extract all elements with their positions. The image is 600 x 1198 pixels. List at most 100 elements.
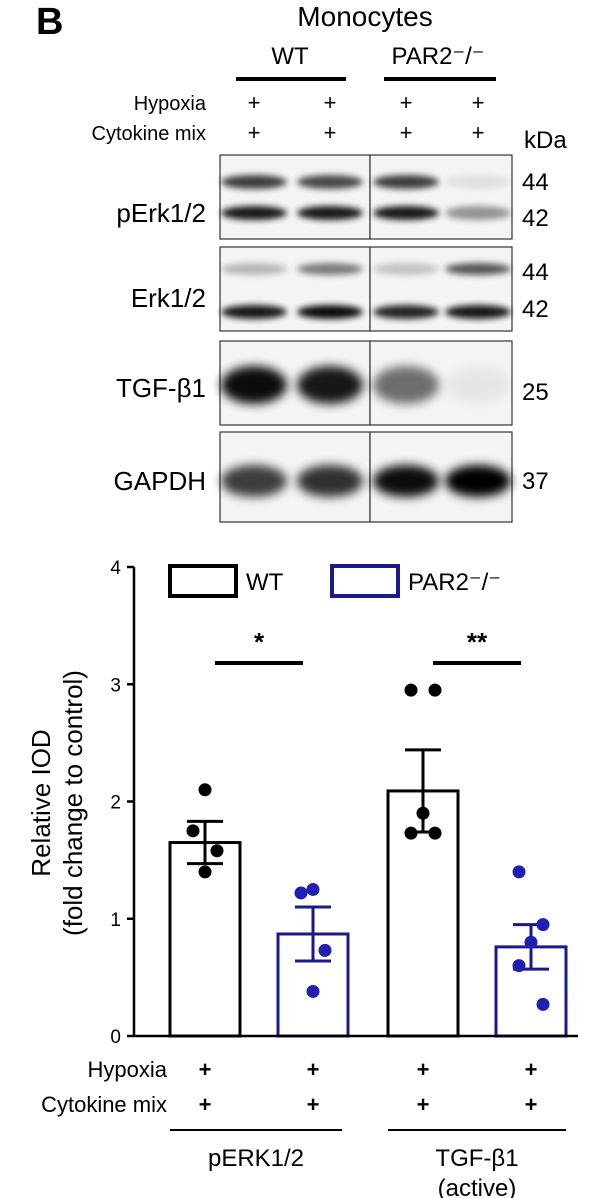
blot-rows: pErk1/2 44 42 Erk1/2 44 42 TGF-β1 25 GAPDH 37 xyxy=(114,154,549,523)
blot-kda-label: 42 xyxy=(522,205,549,232)
blot-band xyxy=(445,305,511,319)
blot-row: pErk1/2 44 42 xyxy=(116,154,549,240)
panel-label: B xyxy=(36,1,63,43)
blot-row: TGF-β1 25 xyxy=(116,340,549,426)
blot-band xyxy=(221,263,287,275)
data-point xyxy=(198,783,212,797)
blot-conditions: Hypoxia + + + + Cytokine mix + + + + xyxy=(92,90,485,145)
blot-band xyxy=(445,263,511,275)
blot-band xyxy=(445,206,511,220)
x-condition-mark: + xyxy=(525,1092,538,1117)
blot-band xyxy=(445,175,511,189)
blot-membrane-wt xyxy=(219,154,371,240)
blot-row: Erk1/2 44 42 xyxy=(131,246,549,332)
x-groups: pERK1/2 TGF-β1 (active) xyxy=(170,1129,566,1198)
y-tick-label: 2 xyxy=(110,793,121,814)
blot-band xyxy=(221,305,287,319)
bar-group xyxy=(494,865,568,1038)
data-point xyxy=(306,984,320,998)
legend-swatch-wt xyxy=(168,564,238,598)
data-point xyxy=(318,943,332,957)
blot-band xyxy=(373,465,439,497)
legend-swatch-par2 xyxy=(330,564,400,598)
blot-band xyxy=(373,175,439,189)
legend-label-wt: WT xyxy=(246,569,284,596)
data-point xyxy=(428,826,442,840)
x-condition-mark: + xyxy=(199,1057,212,1082)
data-point xyxy=(428,683,442,697)
blot-band xyxy=(445,465,511,497)
group-label-wt: WT xyxy=(271,43,309,70)
blot-condition-label: Cytokine mix xyxy=(92,123,206,145)
x-condition-mark: + xyxy=(199,1092,212,1117)
x-condition-label: Cytokine mix xyxy=(41,1092,167,1117)
blot-row-label: GAPDH xyxy=(114,466,206,496)
blot-row-label: TGF-β1 xyxy=(116,373,206,403)
blot-band xyxy=(297,206,363,220)
y-axis-label-line1: Relative IOD xyxy=(26,729,56,876)
blot-band xyxy=(297,305,363,319)
blot-kda-label: 25 xyxy=(522,379,549,406)
blot-kda-label: 44 xyxy=(522,259,549,286)
data-point xyxy=(210,844,224,858)
blot-band xyxy=(373,206,439,220)
kda-unit: kDa xyxy=(524,127,567,154)
group-label: pERK1/2 xyxy=(208,1145,304,1172)
blot-band xyxy=(297,465,363,497)
blot-band xyxy=(297,366,363,404)
bars xyxy=(168,683,568,1038)
blot-condition-label: Hypoxia xyxy=(134,93,207,115)
data-point xyxy=(512,865,526,879)
data-point xyxy=(306,882,320,896)
blot-band xyxy=(445,366,511,404)
blot-condition-mark: + xyxy=(248,90,261,115)
blot-band xyxy=(373,305,439,319)
cell-type-title: Monocytes xyxy=(297,1,432,32)
data-point xyxy=(416,806,430,820)
blot-kda-label: 37 xyxy=(522,468,549,495)
blot-condition-mark: + xyxy=(324,120,337,145)
blot-condition-mark: + xyxy=(400,120,413,145)
data-point xyxy=(536,918,550,932)
y-tick-label: 4 xyxy=(110,558,121,579)
blot-kda-label: 42 xyxy=(522,296,549,323)
group-label: TGF-β1 xyxy=(435,1145,518,1172)
bar-group xyxy=(276,882,350,1038)
significance-label: * xyxy=(254,627,265,657)
blot-band xyxy=(221,465,287,497)
bar-chart: Relative IOD (fold change to control) 0 1… xyxy=(26,558,578,1198)
x-condition-mark: + xyxy=(307,1057,320,1082)
significance-label: ** xyxy=(467,627,488,657)
blot-row: GAPDH 37 xyxy=(114,431,549,523)
data-point xyxy=(294,886,308,900)
legend-label-par2: PAR2⁻/⁻ xyxy=(408,569,501,596)
blot-row-label: pErk1/2 xyxy=(116,198,206,228)
blot-band xyxy=(221,206,287,220)
significance-marks: * ** xyxy=(215,627,521,665)
x-condition-mark: + xyxy=(525,1057,538,1082)
blot-condition-mark: + xyxy=(472,90,485,115)
blot-condition-mark: + xyxy=(248,120,261,145)
data-point xyxy=(404,826,418,840)
blot-row-label: Erk1/2 xyxy=(131,283,206,313)
blot-kda-label: 44 xyxy=(522,169,549,196)
bar-group xyxy=(386,683,460,1038)
blot-band xyxy=(221,175,287,189)
data-point xyxy=(186,824,200,838)
data-point xyxy=(512,959,526,973)
y-tick-label: 0 xyxy=(110,1027,121,1048)
group-label-par2: PAR2⁻/⁻ xyxy=(392,43,485,70)
data-point xyxy=(404,683,418,697)
blot-condition-mark: + xyxy=(324,90,337,115)
data-point xyxy=(198,865,212,879)
data-point xyxy=(536,997,550,1011)
blot-band xyxy=(297,263,363,275)
y-tick-label: 1 xyxy=(110,910,121,931)
x-condition-label: Hypoxia xyxy=(88,1057,168,1082)
x-conditions: Hypoxia + + + + Cytokine mix + + + + xyxy=(41,1057,537,1117)
blot-band xyxy=(373,263,439,275)
blot-band xyxy=(373,366,439,404)
blot-band xyxy=(221,366,287,404)
blot-band xyxy=(297,175,363,189)
